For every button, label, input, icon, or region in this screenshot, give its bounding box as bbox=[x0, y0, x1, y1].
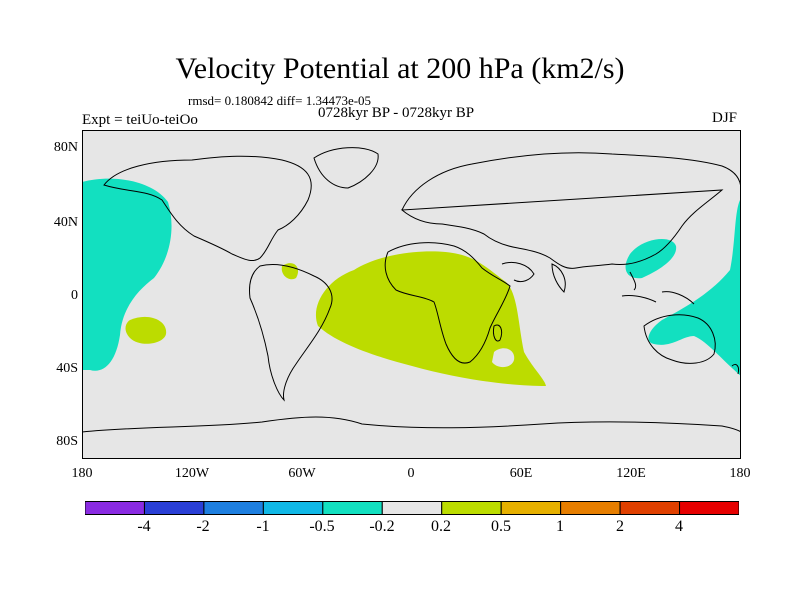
period-label: 0728kyr BP - 0728kyr BP bbox=[318, 105, 475, 121]
coast-arabia-india bbox=[501, 261, 566, 293]
lon-tick-label: 120E bbox=[616, 466, 646, 481]
coast-greenland bbox=[313, 147, 379, 189]
colorbar-swatch bbox=[441, 501, 502, 515]
anomaly-fills bbox=[82, 178, 741, 386]
lon-tick-label: 60E bbox=[509, 466, 533, 481]
lat-tick-label: 80S bbox=[56, 434, 78, 449]
lon-tick-label: 0 bbox=[407, 466, 415, 481]
lat-tick-label: 40N bbox=[53, 215, 78, 230]
lat-tick-label: 80N bbox=[53, 140, 78, 155]
lon-tick-label: 180 bbox=[729, 466, 751, 481]
colorbar-label: -0.2 bbox=[369, 518, 395, 535]
coast-new-zealand bbox=[731, 363, 739, 375]
neutral-hole-madagascar bbox=[492, 348, 515, 368]
colorbar-swatch bbox=[203, 501, 264, 515]
coast-australia bbox=[643, 314, 716, 364]
colorbar-swatch bbox=[143, 501, 205, 515]
colorbar-label: -0.5 bbox=[309, 518, 335, 535]
lon-tick-label: 120W bbox=[174, 466, 210, 481]
coast-south-america bbox=[249, 263, 333, 402]
coast-europe-asia bbox=[400, 152, 741, 269]
coastlines bbox=[82, 147, 741, 433]
colorbar-swatch bbox=[262, 501, 324, 515]
colorbar-label: 0.5 bbox=[491, 518, 511, 535]
colorbar-label: 0.2 bbox=[431, 518, 451, 535]
colorbar-swatch bbox=[500, 501, 562, 515]
stats-text: rmsd= 0.180842 diff= 1.34473e-05 bbox=[188, 93, 372, 108]
colorbar-swatch bbox=[381, 501, 443, 515]
positive-anomaly-atlantic-africa bbox=[315, 251, 546, 386]
coast-north-america bbox=[103, 155, 312, 261]
season-label: DJF bbox=[712, 110, 738, 126]
colorbar-label: -4 bbox=[137, 518, 151, 535]
colorbar-swatch bbox=[619, 501, 681, 515]
colorbar-swatch bbox=[322, 501, 383, 515]
colorbar-swatch bbox=[85, 501, 145, 515]
positive-anomaly-caribbean bbox=[281, 263, 299, 280]
colorbar-label: -2 bbox=[196, 518, 210, 535]
coast-antarctica bbox=[82, 416, 741, 433]
colorbar-swatch bbox=[560, 501, 621, 515]
colorbar bbox=[85, 501, 739, 515]
colorbar-swatch bbox=[679, 501, 739, 515]
world-map bbox=[82, 130, 741, 459]
map-frame bbox=[82, 130, 741, 459]
colorbar-label: 2 bbox=[616, 518, 624, 535]
negative-anomaly-west-pacific bbox=[648, 198, 741, 376]
map-title: Velocity Potential at 200 hPa (km2/s) bbox=[175, 52, 625, 85]
coast-madagascar bbox=[493, 324, 503, 342]
coast-maritime-continent bbox=[621, 271, 695, 305]
negative-anomaly-east-pacific bbox=[82, 178, 172, 371]
colorbar-label: 4 bbox=[675, 518, 683, 535]
map-panel bbox=[82, 130, 741, 459]
coast-africa bbox=[384, 242, 511, 364]
colorbar-label: 1 bbox=[556, 518, 564, 535]
colorbar-label: -1 bbox=[256, 518, 270, 535]
positive-anomaly-south-pacific bbox=[125, 316, 167, 344]
lon-tick-label: 60W bbox=[288, 466, 316, 481]
lat-tick-label: 40S bbox=[56, 361, 78, 376]
lon-tick-label: 180 bbox=[71, 466, 93, 481]
experiment-label: Expt = teiUo-teiOo bbox=[82, 112, 198, 128]
lat-tick-label: 0 bbox=[71, 288, 78, 303]
